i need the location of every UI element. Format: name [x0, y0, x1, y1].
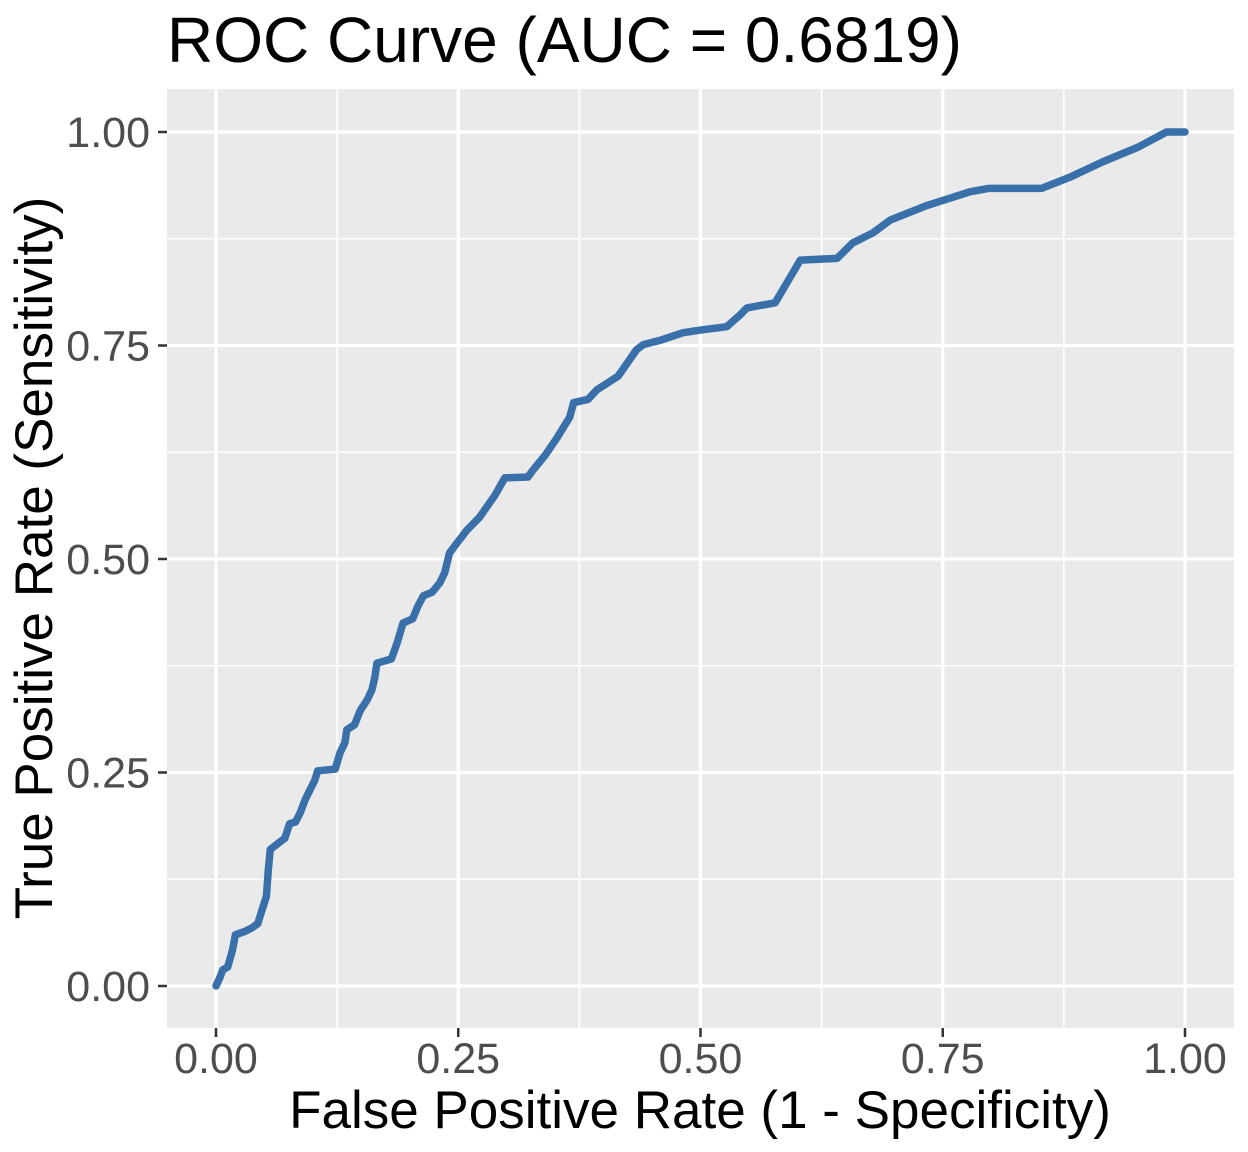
roc-curve-line [212, 128, 1189, 990]
x-tick-label: 0.25 [416, 1035, 500, 1083]
x-tick-label: 1.00 [1143, 1035, 1227, 1083]
major-gridlines [167, 89, 1234, 1028]
y-tick-label: 1.00 [66, 109, 150, 157]
x-tick-label: 0.00 [174, 1035, 258, 1083]
x-tick-label: 0.75 [901, 1035, 985, 1083]
x-tick-label: 0.50 [659, 1035, 743, 1083]
y-tick-label: 0.00 [66, 963, 150, 1011]
y-axis-label: True Positive Rate (Sensitivity) [5, 197, 64, 920]
y-tick-label: 0.50 [66, 536, 150, 584]
x-tick-labels: 0.00 0.25 0.50 0.75 1.00 [174, 1035, 1227, 1083]
axis-tick-marks [158, 130, 1187, 1037]
y-tick-labels: 0.00 0.25 0.50 0.75 1.00 [66, 109, 150, 1011]
y-tick-label: 0.75 [66, 323, 150, 371]
x-axis-label: False Positive Rate (1 - Specificity) [289, 1081, 1111, 1140]
y-tick-label: 0.25 [66, 750, 150, 798]
chart-title: ROC Curve (AUC = 0.6819) [167, 4, 962, 76]
